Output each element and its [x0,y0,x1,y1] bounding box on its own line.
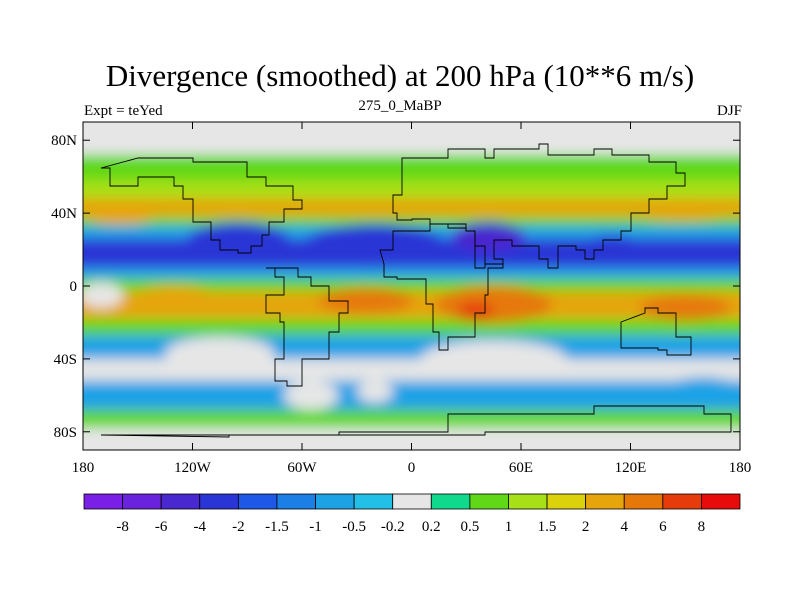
colorbar-label: -6 [155,519,168,535]
field-blob [579,234,646,265]
colorbar: -8 -6 -4 -2 -1.5 -1 -0.5 -0.2 0.2 0.5 1 1.5 2 4 6 8 [83,493,741,535]
field-blob [83,202,156,225]
x-tick-label: 120E [615,460,647,476]
field-band [83,318,740,336]
colorbar-label: 1.5 [538,519,557,535]
field-band [83,278,740,292]
field-blob [165,337,275,370]
colorbar-label: -0.2 [381,519,405,535]
field-blob [435,286,553,323]
field-blob [83,282,124,308]
field-band [83,428,740,450]
colorbar-label: 4 [620,519,628,535]
coastline [379,223,504,351]
field-blob [318,287,414,314]
field-blob [302,224,448,268]
field-blob [457,302,494,321]
colorbar-label: 2 [582,519,590,535]
field-blob [663,377,740,407]
colorbar-swatch [315,493,355,510]
coastline [620,307,692,356]
field-band [83,358,740,381]
field-blob [128,286,220,316]
x-tick-label: 60W [287,460,317,476]
colorbar-swatch [199,493,239,510]
field-band [83,216,740,226]
colorbar-swatch [585,493,625,510]
colorbar-swatch [122,493,162,510]
colorbar-label: 0.5 [461,519,480,535]
colorbar-swatch [276,493,316,510]
divergence-field [83,122,740,450]
colorbar-swatch [353,493,394,510]
colorbar-label: -8 [116,519,129,535]
colorbar-swatch [469,493,509,510]
colorbar-swatch [623,493,664,510]
field-blob [626,198,737,221]
x-tick-label: 0 [408,460,416,476]
colorbar-swatch [508,493,548,510]
coastline-outline [100,143,732,438]
field-blob [187,222,290,259]
field-band [83,198,740,217]
colorbar-swatch [430,493,471,510]
field-band [83,154,740,181]
colorbar-swatch [160,493,201,510]
coastline [100,157,303,254]
x-tick-label: 180 [729,460,752,476]
field-blob [356,380,394,403]
experiment-label: Expt = teYed [84,103,163,119]
y-tick-label: 40N [51,206,77,222]
x-tick-label: 120W [174,460,212,476]
colorbar-label: -4 [194,519,207,535]
y-tick-label: 40S [54,352,77,368]
coastline [265,267,349,387]
field-band [83,180,740,199]
colorbar-swatch [237,493,278,510]
field-blob [420,340,567,378]
colorbar-swatch [662,493,702,510]
x-tick-label: 60E [509,460,533,476]
field-band [83,409,740,429]
field-blob [639,295,731,321]
colorbar-swatch [83,493,123,510]
colorbar-label: 1 [505,519,513,535]
colorbar-label: -0.5 [342,519,366,535]
colorbar-label: 0.2 [422,519,441,535]
field-blob [451,222,525,252]
x-axis: 180 120W 60W 0 60E 120E 180 [72,122,752,476]
colorbar-label: -2 [232,519,245,535]
y-axis: 80N 40N 0 40S 80S [51,133,740,441]
y-tick-label: 80S [54,425,77,441]
colorbar-swatch [546,493,587,510]
field-blob [283,380,339,410]
period-label: 275_0_MaBP [358,98,442,114]
colorbar-label: -1 [309,519,322,535]
colorbar-swatch [392,493,432,510]
field-band [83,380,740,410]
field-band [83,267,740,279]
y-tick-label: 80N [51,133,77,149]
colorbar-label: -1.5 [265,519,289,535]
y-tick-label: 0 [70,279,78,295]
x-tick-label: 180 [72,460,95,476]
colorbar-swatch [701,493,741,510]
colorbar-label: 8 [698,519,706,535]
chart-title: Divergence (smoothed) at 200 hPa (10**6 … [105,58,695,93]
coastline [100,405,732,438]
season-label: DJF [716,103,742,119]
colorbar-label: 6 [659,519,667,535]
